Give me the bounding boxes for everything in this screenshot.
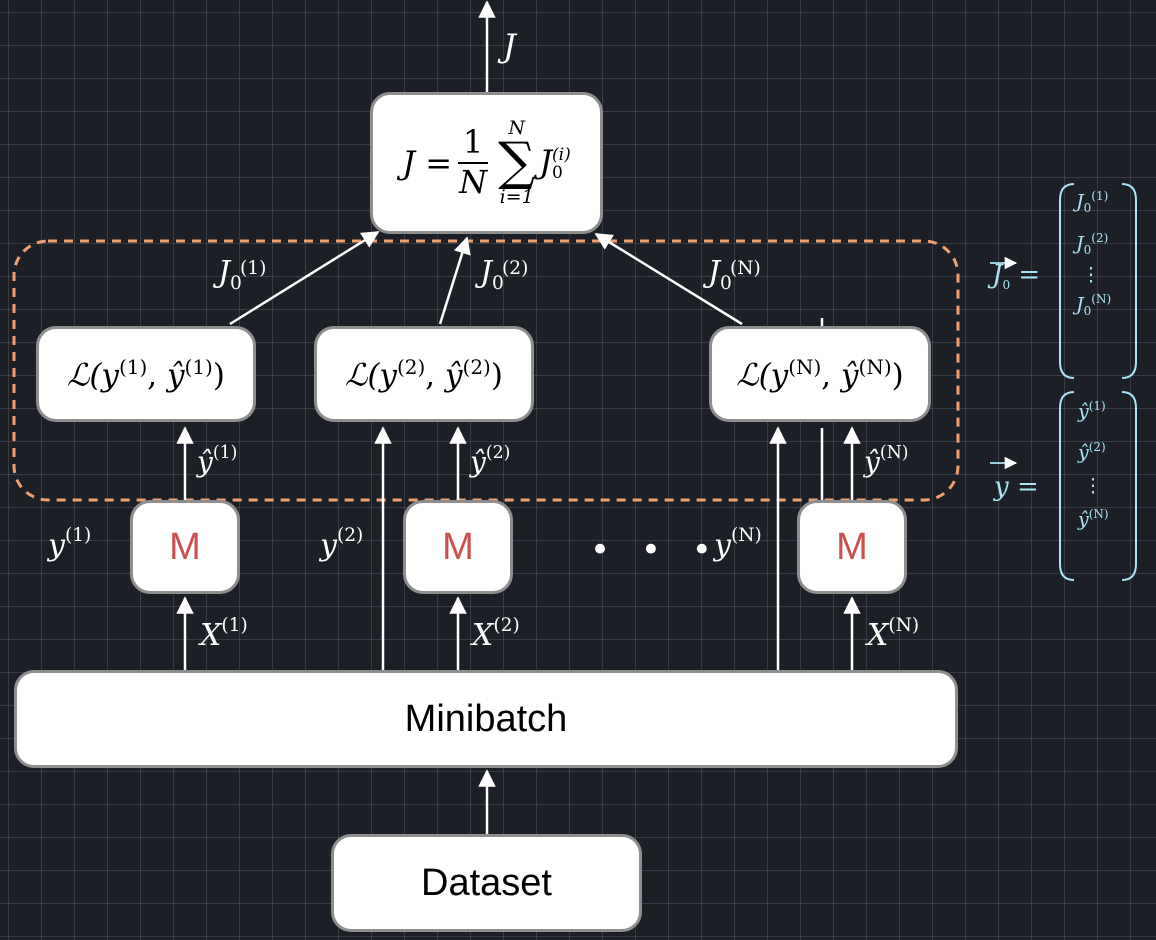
- cost-lhs: J =: [402, 143, 453, 182]
- vector-J0-column: J0(1) J0(2) ⋮ J0(N): [1076, 190, 1111, 317]
- label-y-1: y(1): [48, 525, 92, 563]
- vector-yhat-entry-1: ŷ(1): [1078, 399, 1106, 423]
- arrow-loss1-to-cost: [229, 230, 380, 326]
- cost-term-sub: 0: [552, 163, 563, 184]
- cost-term-sup: (i): [552, 144, 571, 165]
- cost-sum-bottom: i=1: [499, 185, 534, 208]
- model-box-2: M: [403, 500, 513, 594]
- vector-yhat-lhs: y =: [994, 472, 1039, 502]
- cost-sum-top: N: [508, 117, 525, 140]
- cost-box: J = 1 N N ∑ i=1 J (i) 0: [370, 92, 603, 234]
- label-J0-N-main: J0: [708, 255, 732, 294]
- cost-sigma: N ∑ i=1: [498, 119, 535, 206]
- vector-J0-entry-1: J0(1): [1076, 189, 1109, 216]
- bracket-J-left: [1059, 183, 1075, 379]
- loss-box-N: ℒ(y(N), ŷ(N)): [709, 326, 931, 422]
- cost-fraction: 1 N: [458, 123, 489, 201]
- model-box-1: M: [130, 500, 240, 594]
- ellipsis: • • •: [590, 530, 722, 570]
- label-x-N: X(N): [867, 615, 920, 653]
- vector-J0-dots: ⋮: [1081, 264, 1101, 287]
- vector-J0-entry-N: J0(N): [1076, 292, 1112, 319]
- model-box-N: M: [797, 500, 907, 594]
- loss-text-1: ℒ(y(1), ŷ(1)): [67, 354, 225, 394]
- vector-J0-lhs: J0 =: [992, 260, 1041, 293]
- label-yhat-1: ŷ(1): [197, 443, 238, 479]
- vector-yhat-entry-2: ŷ(2): [1078, 440, 1106, 464]
- vector-J0-entry-2: J0(2): [1076, 231, 1109, 258]
- vector-yhat-dots: ⋮: [1083, 474, 1103, 497]
- label-J0-1: (1): [240, 258, 267, 279]
- cost-frac-num: 1: [462, 123, 484, 162]
- loss-box-1: ℒ(y(1), ŷ(1)): [36, 326, 256, 422]
- label-J0-2-main: J0: [480, 255, 504, 294]
- bracket-J-right: [1121, 183, 1137, 379]
- loss-text-N: ℒ(y(N), ŷ(N)): [736, 354, 904, 394]
- vector-yhat-entry-N: ŷ(N): [1078, 506, 1109, 530]
- label-J-out: J: [503, 27, 516, 65]
- label-yhat-2: ŷ(2): [470, 443, 511, 479]
- bracket-y-left: [1059, 391, 1075, 581]
- cost-term: J (i) 0: [539, 142, 571, 184]
- label-x-1: X(1): [200, 615, 248, 653]
- loss-group-region: [12, 239, 960, 502]
- cost-formula: J = 1 N N ∑ i=1 J (i) 0: [402, 119, 570, 206]
- label-y-2: y(2): [320, 525, 364, 563]
- label-J0-N: (N): [730, 258, 761, 279]
- label-x-2: X(2): [472, 615, 520, 653]
- minibatch-box: Minibatch: [14, 670, 958, 768]
- label-yhat-N: ŷ(N): [864, 443, 909, 479]
- arrow-lossN-to-cost: [594, 232, 743, 326]
- label-J0-1-main: J0: [218, 255, 242, 294]
- sigma-symbol: ∑: [498, 132, 536, 193]
- dataset-box: Dataset: [331, 834, 642, 932]
- arrow-loss2-to-cost: [438, 236, 471, 325]
- loss-text-2: ℒ(y(2), ŷ(2)): [345, 354, 503, 394]
- bracket-y-right: [1121, 391, 1137, 581]
- cost-frac-den: N: [459, 162, 488, 201]
- label-y-N: y(N): [714, 525, 762, 563]
- label-J0-2: (2): [502, 258, 529, 279]
- loss-box-2: ℒ(y(2), ŷ(2)): [314, 326, 534, 422]
- cost-frac-bar: [458, 161, 489, 164]
- vector-yhat-column: ŷ(1) ŷ(2) ⋮ ŷ(N): [1078, 400, 1109, 529]
